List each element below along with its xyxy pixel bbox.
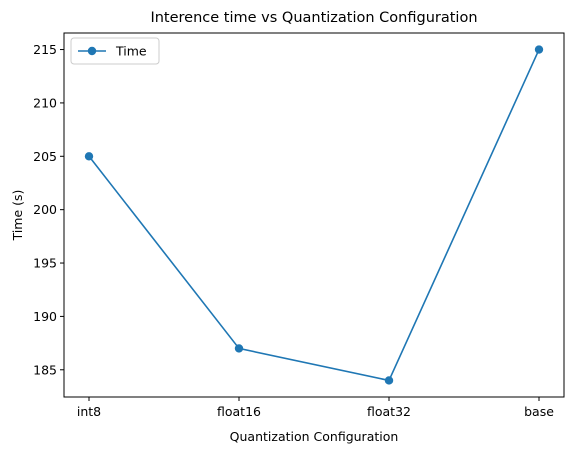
y-axis-label: Time (s): [10, 190, 25, 242]
y-tick-label: 200: [33, 202, 57, 217]
data-point: [85, 152, 93, 160]
legend-point-marker: [88, 47, 96, 55]
x-axis-label: Quantization Configuration: [230, 429, 399, 444]
y-tick-label: 195: [33, 256, 57, 271]
chart-title: Interence time vs Quantization Configura…: [150, 10, 477, 26]
x-tick-label: base: [524, 404, 554, 419]
y-tick-label: 190: [33, 309, 57, 324]
y-tick-label: 215: [33, 42, 57, 57]
x-tick-label: int8: [77, 404, 101, 419]
data-point: [535, 45, 543, 53]
data-point: [235, 344, 243, 352]
legend-label: Time: [115, 44, 147, 59]
data-point: [385, 376, 393, 384]
x-tick-label: float16: [217, 404, 261, 419]
y-tick-label: 210: [33, 95, 57, 110]
x-tick-label: float32: [367, 404, 411, 419]
y-tick-label: 205: [33, 149, 57, 164]
legend: Time: [71, 38, 159, 64]
y-tick-label: 185: [33, 362, 57, 377]
